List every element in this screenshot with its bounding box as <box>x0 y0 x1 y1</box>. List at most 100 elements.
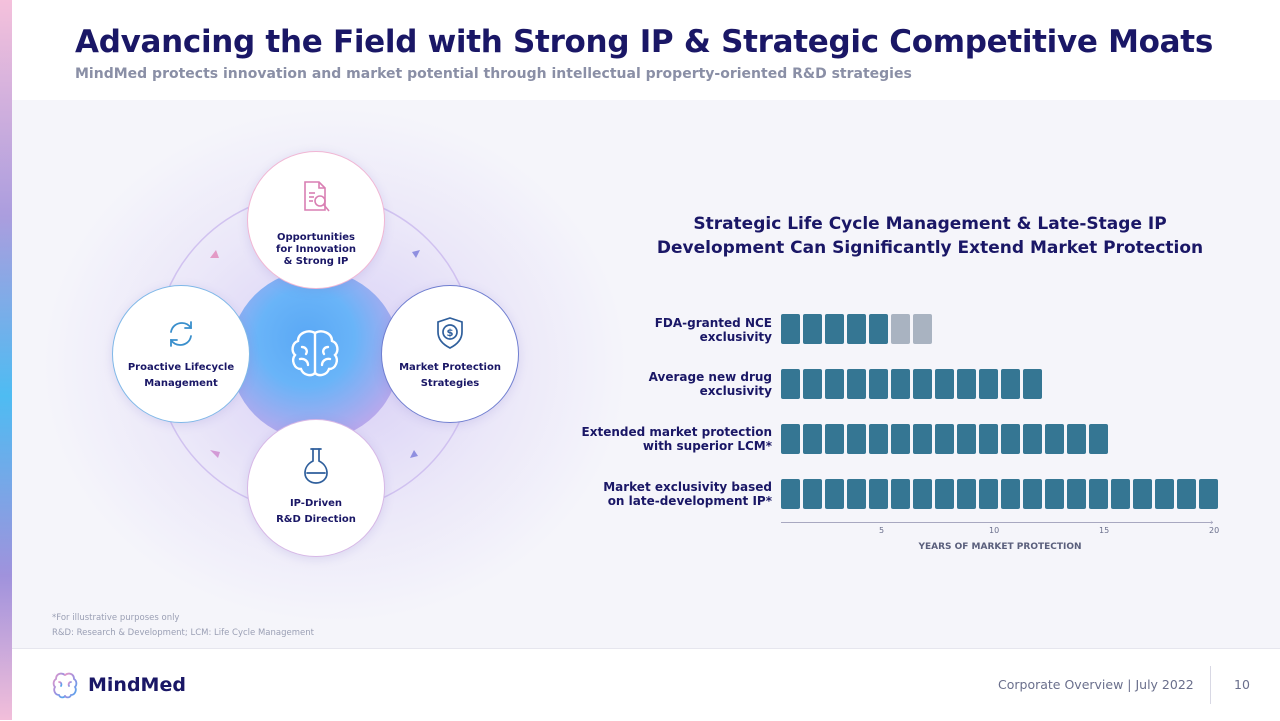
node-right-line1: Market Protection <box>399 362 501 373</box>
node-top-line1: Opportunities <box>276 232 355 243</box>
brand-name: MindMed <box>88 674 186 696</box>
node-ip-driven-rd: IP-Driven R&D Direction <box>247 419 385 557</box>
bar-unit <box>891 314 910 344</box>
bar-unit <box>1155 479 1174 509</box>
chart-title-line2: Development Can Significantly Extend Mar… <box>656 238 1204 258</box>
document-search-icon <box>304 181 330 212</box>
shield-dollar-icon: $ <box>437 317 463 349</box>
refresh-cycle-icon <box>170 321 192 347</box>
bar-unit <box>825 424 844 454</box>
bar-unit <box>1067 479 1086 509</box>
bar-label-4-line1: Market exclusivity based <box>603 480 772 494</box>
bar-unit <box>1023 424 1042 454</box>
bar-label-2-line2: exclusivity <box>699 384 772 398</box>
bar-unit <box>803 369 822 399</box>
bar-unit <box>869 369 888 399</box>
footnote-illustrative: *For illustrative purposes only <box>52 613 180 623</box>
bar-unit <box>869 479 888 509</box>
bar-unit <box>1089 424 1108 454</box>
bar-unit <box>1001 479 1020 509</box>
x-axis-label: YEARS OF MARKET PROTECTION <box>918 542 1082 552</box>
bar-unit <box>847 479 866 509</box>
bar-label-1-line2: exclusivity <box>699 330 772 344</box>
node-right-line2: Strategies <box>420 378 480 389</box>
x-tick-label: 5 <box>879 526 885 535</box>
chart-title-line1: Strategic Life Cycle Management & Late-S… <box>693 214 1167 234</box>
bar-unit <box>913 314 932 344</box>
footer <box>12 648 1280 721</box>
bar-unit <box>935 369 954 399</box>
bar-unit <box>1111 479 1130 509</box>
bar-unit <box>869 424 888 454</box>
node-proactive-lifecycle: Proactive Lifecycle Management <box>112 285 250 423</box>
mindmed-logo-icon <box>52 672 78 699</box>
bar-unit <box>1001 369 1020 399</box>
bar-unit <box>825 369 844 399</box>
bar-unit <box>979 424 998 454</box>
bar-unit <box>891 369 910 399</box>
bar-unit <box>935 479 954 509</box>
bar-label-4: Market exclusivity based on late-develop… <box>580 480 772 508</box>
brain-icon <box>291 330 339 377</box>
bar-unit <box>825 479 844 509</box>
cycle-arrow-bottom-right <box>410 450 418 458</box>
page-title: Advancing the Field with Strong IP & Str… <box>75 24 1213 60</box>
bar-label-2-line1: Average new drug <box>648 370 772 384</box>
bar-unit <box>825 314 844 344</box>
left-accent-strip <box>0 0 12 720</box>
header <box>12 0 1280 100</box>
svg-text:$: $ <box>447 328 454 339</box>
bar-unit <box>1001 424 1020 454</box>
bar-label-3-line1: Extended market protection <box>581 425 772 439</box>
x-axis-line <box>781 522 1213 523</box>
x-tick-label: 15 <box>1099 526 1110 535</box>
bar-unit <box>803 424 822 454</box>
bar-unit <box>847 314 866 344</box>
bar-unit <box>1199 479 1218 509</box>
node-left-line2: Management <box>144 378 218 389</box>
bar-unit <box>847 369 866 399</box>
bar-unit <box>1089 479 1108 509</box>
bar-unit <box>979 369 998 399</box>
footer-doc-info: Corporate Overview | July 2022 <box>998 677 1194 692</box>
bar-unit <box>891 479 910 509</box>
bar-unit <box>847 424 866 454</box>
bar-unit <box>803 314 822 344</box>
bar-unit <box>913 369 932 399</box>
cycle-arrow-bottom-left <box>210 450 220 458</box>
bar-unit <box>1045 424 1064 454</box>
cycle-arrow-top-left <box>210 250 219 258</box>
bar-label-1-line1: FDA-granted NCE <box>654 316 772 330</box>
bar-unit <box>781 424 800 454</box>
bar-label-3-line2: with superior LCM* <box>642 439 772 453</box>
footer-divider <box>1210 666 1211 704</box>
bar-label-2: Average new drug exclusivity <box>580 370 772 398</box>
bar-unit <box>913 479 932 509</box>
bar-label-3: Extended market protection with superior… <box>580 425 772 453</box>
bar-unit <box>891 424 910 454</box>
bar-unit <box>781 369 800 399</box>
flask-icon <box>304 448 328 484</box>
x-tick-label: 10 <box>989 526 1000 535</box>
bar-unit <box>1067 424 1086 454</box>
bar-unit <box>979 479 998 509</box>
bar-unit <box>869 314 888 344</box>
node-bottom-line1: IP-Driven <box>289 498 343 509</box>
bar-unit <box>803 479 822 509</box>
bar-unit <box>1177 479 1196 509</box>
bar-unit <box>957 479 976 509</box>
node-opportunities-innovation: Opportunities for Innovation & Strong IP <box>247 151 385 289</box>
bar-unit <box>1133 479 1152 509</box>
bar-label-1: FDA-granted NCE exclusivity <box>580 316 772 344</box>
page-subtitle: MindMed protects innovation and market p… <box>75 66 912 82</box>
bar-unit <box>913 424 932 454</box>
node-bottom-line2: R&D Direction <box>276 514 356 525</box>
node-top-line3: & Strong IP <box>283 256 349 267</box>
bar-unit <box>1023 479 1042 509</box>
center-core <box>230 270 400 440</box>
bar-unit <box>1045 479 1064 509</box>
x-tick-label: 20 <box>1209 526 1220 535</box>
bar-label-4-line2: on late-development IP* <box>607 494 772 508</box>
bar-unit <box>935 424 954 454</box>
node-top-line2: for Innovation <box>276 244 356 255</box>
